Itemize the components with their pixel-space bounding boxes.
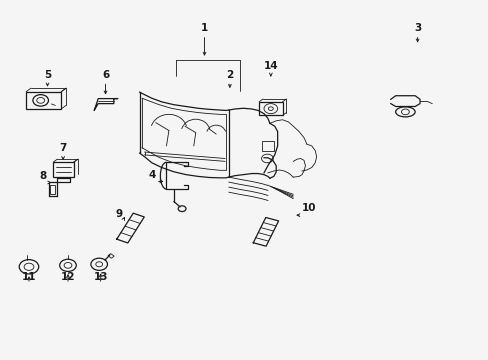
Bar: [53, 162, 74, 177]
Text: 8: 8: [40, 171, 47, 181]
Text: 5: 5: [44, 69, 51, 80]
Bar: [261, 140, 273, 151]
Bar: [50, 185, 55, 194]
Text: 1: 1: [201, 23, 208, 33]
Text: 2: 2: [226, 69, 233, 80]
Bar: [26, 92, 61, 109]
Text: 6: 6: [102, 69, 109, 80]
Text: 12: 12: [61, 272, 75, 282]
Bar: [259, 102, 282, 116]
Text: 13: 13: [93, 272, 108, 282]
Text: 4: 4: [148, 170, 156, 180]
Text: 3: 3: [413, 23, 420, 33]
Text: 14: 14: [263, 60, 278, 71]
Text: 9: 9: [115, 210, 122, 220]
Text: 11: 11: [21, 272, 36, 282]
Text: 10: 10: [302, 203, 316, 213]
Text: 7: 7: [60, 143, 67, 153]
Bar: [108, 254, 114, 258]
